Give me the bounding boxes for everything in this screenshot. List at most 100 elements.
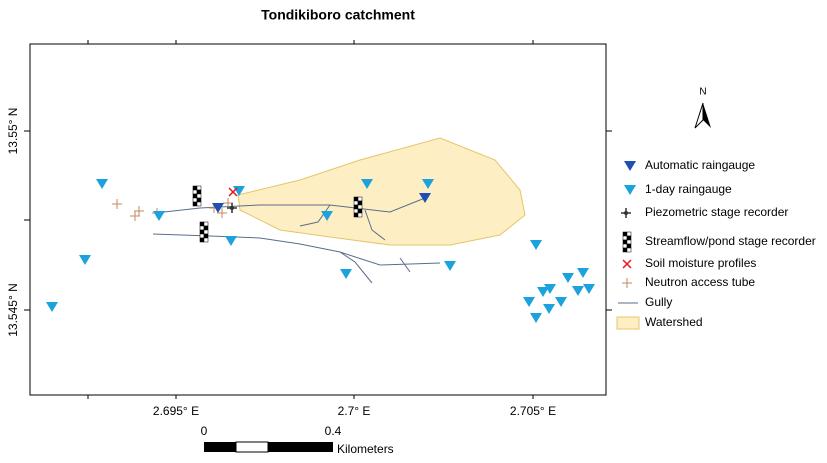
daily-raingauge: [530, 313, 542, 323]
gully: [339, 251, 373, 284]
north-label: N: [699, 87, 706, 98]
daily-raingauge: [444, 261, 456, 271]
streamflow-recorder: [192, 185, 198, 191]
streamflow-recorder: [353, 196, 359, 202]
streamflow-recorder: [196, 197, 202, 203]
streamflow-recorder: [626, 247, 632, 253]
streamflow-recorder: [357, 196, 363, 202]
streamflow-recorder: [203, 225, 209, 231]
scale-segment: [204, 442, 236, 452]
scale-segment: [235, 441, 269, 453]
streamflow-recorder: [199, 225, 205, 231]
automatic-raingauge: [212, 203, 224, 213]
soil-moisture: [228, 187, 238, 197]
north-arrow: [694, 102, 704, 129]
streamflow-recorder: [622, 235, 628, 241]
legend-symbol: [624, 211, 628, 215]
streamflow-recorder: [357, 212, 363, 218]
daily-raingauge: [153, 211, 165, 221]
streamflow-recorder: [196, 201, 202, 207]
daily-raingauge: [523, 297, 535, 307]
gully: [299, 204, 331, 227]
automatic-raingauge: [419, 193, 431, 203]
x-tick-label: 2.705° E: [510, 404, 556, 418]
streamflow-recorder: [626, 243, 632, 249]
x-tick-label: 2.695° E: [153, 404, 199, 418]
y-tick-label: 13.545° N: [6, 283, 20, 337]
streamflow-recorder: [203, 237, 209, 243]
gully: [152, 233, 441, 266]
streamflow-recorder: [622, 247, 628, 253]
daily-raingauge: [422, 179, 434, 189]
piezometer: [230, 206, 234, 210]
soil-moisture: [622, 259, 632, 269]
streamflow-recorder: [357, 204, 363, 210]
gullies: [152, 197, 441, 284]
legend-label: Streamflow/pond stage recorder: [645, 234, 816, 248]
daily-raingauge: [225, 236, 237, 246]
daily-raingauge: [572, 286, 584, 296]
scale-label: 0: [201, 424, 208, 438]
streamflow-recorder: [626, 231, 632, 237]
streamflow-recorder: [199, 237, 205, 243]
scale-unit: Kilometers: [337, 442, 394, 456]
scale-label: 0.4: [325, 424, 342, 438]
streamflow-recorder: [192, 201, 198, 207]
daily-raingauge: [555, 297, 567, 307]
streamflow-recorder: [622, 243, 628, 249]
gully: [364, 209, 386, 241]
daily-raingauge: [583, 284, 595, 294]
streamflow-recorder: [203, 233, 209, 239]
streamflow-recorder: [353, 204, 359, 210]
streamflow-recorder: [626, 239, 632, 245]
streamflow-recorder: [199, 229, 205, 235]
daily-raingauge: [577, 268, 589, 278]
streamflow-recorder: [196, 189, 202, 195]
gully: [399, 257, 411, 273]
daily-raingauge: [321, 211, 333, 221]
legend-label: Soil moisture profiles: [645, 256, 756, 270]
streamflow-recorder: [203, 229, 209, 235]
daily-raingauge: [530, 240, 542, 250]
watershed: [237, 137, 526, 246]
daily-raingauge: [562, 273, 574, 283]
daily-raingauge: [96, 179, 108, 189]
x-tick-label: 2.7° E: [338, 404, 371, 418]
streamflow-recorder: [357, 200, 363, 206]
north-arrow: [703, 103, 711, 128]
legend-label: Piezometric stage recorder: [645, 205, 788, 219]
streamflow-recorder: [196, 193, 202, 199]
legend-symbol: [624, 185, 636, 195]
symbols: [24, 40, 640, 399]
daily-raingauge: [46, 302, 58, 312]
streamflow-recorder: [199, 233, 205, 239]
streamflow-recorder: [353, 200, 359, 206]
streamflow-recorder: [622, 231, 628, 237]
streamflow-recorder: [192, 197, 198, 203]
scale-segment: [268, 442, 333, 452]
legend-label: Watershed: [645, 315, 703, 329]
legend-label: Gully: [645, 295, 672, 309]
daily-raingauge: [544, 284, 556, 294]
streamflow-recorder: [357, 208, 363, 214]
streamflow-recorder: [196, 185, 202, 191]
y-tick-label: 13.55° N: [6, 108, 20, 155]
streamflow-recorder: [626, 235, 632, 241]
legend-label: Neutron access tube: [645, 275, 755, 289]
streamflow-recorder: [192, 189, 198, 195]
legend-label: 1-day raingauge: [645, 182, 732, 196]
streamflow-recorder: [192, 193, 198, 199]
daily-raingauge: [340, 269, 352, 279]
legend-symbol: [624, 161, 636, 171]
map-title: Tondikiboro catchment: [261, 7, 415, 23]
legend-label: Automatic raingauge: [645, 158, 755, 172]
daily-raingauge: [537, 287, 549, 297]
streamflow-recorder: [199, 221, 205, 227]
streamflow-recorder: [622, 239, 628, 245]
streamflow-recorder: [353, 208, 359, 214]
daily-raingauge: [361, 179, 373, 189]
gully: [154, 197, 426, 214]
legend-symbol: [616, 316, 640, 330]
daily-raingauge: [543, 304, 555, 314]
